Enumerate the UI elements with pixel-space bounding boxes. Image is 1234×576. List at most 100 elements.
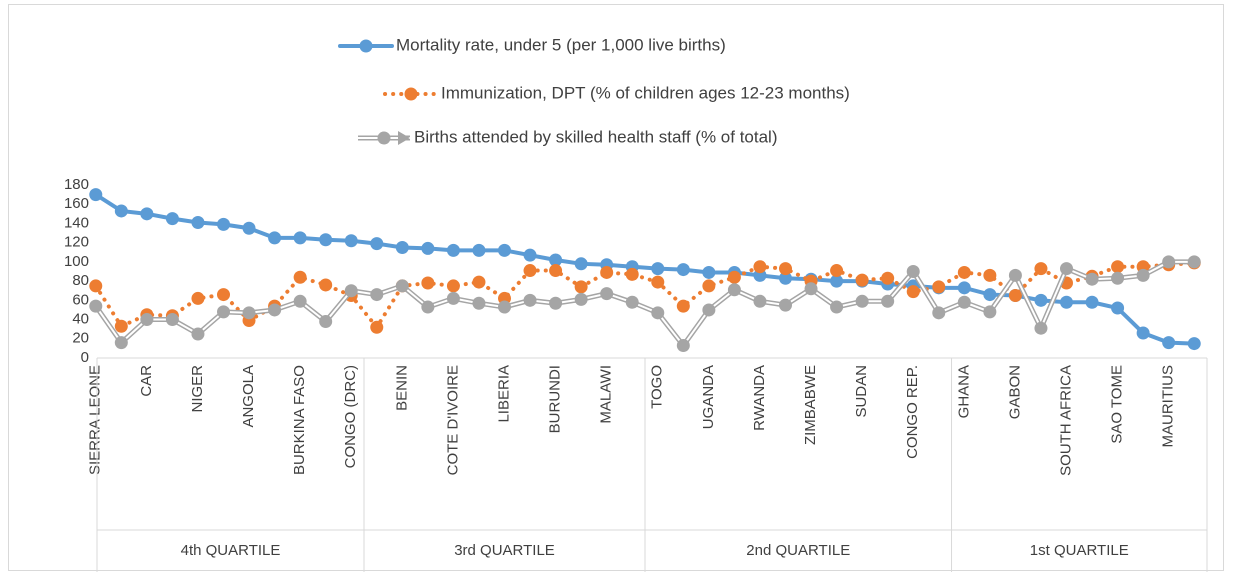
data-point — [625, 267, 639, 281]
data-point — [523, 293, 537, 307]
data-point — [549, 264, 563, 278]
data-point — [881, 294, 895, 308]
data-point — [1034, 262, 1048, 276]
data-point — [114, 319, 128, 333]
data-point — [779, 262, 792, 276]
x-tick-label: UGANDA — [700, 365, 717, 429]
data-point — [1187, 255, 1201, 269]
data-point — [651, 262, 665, 276]
data-point — [1111, 260, 1125, 274]
data-point — [779, 271, 792, 285]
x-tick-label: LIBERIA — [495, 365, 512, 423]
data-point — [600, 265, 614, 279]
legend-arrow — [398, 131, 410, 145]
data-point — [906, 265, 920, 278]
group-label: 4th QUARTILE — [181, 542, 281, 559]
data-point — [140, 313, 154, 327]
x-tick-label: BURKINA FASO — [291, 365, 308, 475]
data-point — [89, 188, 103, 202]
y-tick-label: 60 — [72, 291, 89, 308]
data-point — [983, 288, 997, 302]
data-point — [165, 313, 179, 327]
x-tick-label: SAO TOME — [1109, 365, 1126, 444]
data-point — [1085, 295, 1099, 309]
data-point — [446, 243, 460, 257]
y-tick-label: 140 — [64, 214, 89, 231]
data-point — [1060, 262, 1073, 276]
data-point — [1187, 337, 1201, 351]
data-point — [472, 296, 486, 310]
data-point — [676, 299, 690, 313]
y-tick-label: 160 — [64, 195, 89, 212]
data-point — [702, 303, 716, 317]
data-point — [830, 264, 844, 278]
data-point — [574, 257, 588, 271]
data-point — [498, 243, 511, 257]
data-point — [1060, 295, 1073, 309]
legend-label: Births attended by skilled health staff … — [414, 127, 778, 146]
data-point — [625, 295, 639, 309]
data-point — [727, 283, 741, 297]
data-point — [753, 260, 767, 274]
legend-marker — [359, 39, 373, 53]
data-point — [600, 287, 614, 301]
data-point — [370, 237, 384, 251]
x-tick-label: GHANA — [955, 365, 972, 418]
data-point — [344, 234, 358, 248]
data-point — [727, 270, 741, 284]
data-point — [651, 275, 665, 289]
data-point — [676, 263, 690, 277]
y-tick-label: 40 — [72, 311, 89, 328]
data-point — [549, 296, 563, 310]
data-point — [421, 276, 435, 290]
data-point — [932, 280, 946, 294]
data-point — [370, 288, 384, 302]
data-point — [983, 305, 997, 319]
data-point — [1008, 289, 1022, 303]
x-tick-label: ANGOLA — [240, 365, 257, 428]
data-point — [89, 279, 103, 293]
y-tick-label: 100 — [64, 253, 89, 270]
x-tick-label: MALAWI — [598, 365, 615, 424]
data-point — [319, 233, 333, 247]
data-point — [651, 306, 665, 320]
data-point — [268, 303, 282, 317]
data-point — [446, 291, 460, 305]
data-point — [1136, 268, 1150, 282]
data-point — [191, 215, 205, 229]
x-tick-label: ZIMBABWE — [802, 365, 819, 445]
data-point — [293, 294, 307, 308]
x-tick-label: SOUTH AFRICA — [1057, 365, 1074, 476]
data-point — [140, 207, 154, 221]
data-point — [217, 288, 230, 302]
data-point — [1111, 301, 1125, 315]
data-point — [446, 279, 460, 293]
x-tick-label: CONGO REP. — [904, 365, 921, 459]
data-point — [344, 284, 358, 298]
data-point — [753, 294, 767, 308]
data-point — [1008, 268, 1022, 282]
data-point — [957, 281, 971, 295]
data-point — [549, 253, 563, 267]
data-point — [472, 243, 486, 257]
data-point — [523, 248, 537, 262]
data-point — [932, 306, 946, 320]
x-tick-label: TOGO — [649, 365, 666, 409]
x-tick-label: CONGO (DRC) — [342, 365, 359, 468]
data-point — [395, 279, 409, 293]
data-point — [472, 275, 486, 289]
data-point — [370, 320, 384, 334]
data-point — [855, 273, 869, 287]
data-point — [574, 292, 588, 306]
x-tick-label: GABON — [1006, 365, 1023, 419]
data-point — [1034, 321, 1048, 335]
legend-label: Immunization, DPT (% of children ages 12… — [441, 83, 850, 102]
data-point — [217, 305, 230, 319]
data-point — [702, 279, 716, 293]
data-point — [191, 291, 205, 305]
data-point — [319, 314, 333, 328]
y-tick-label: 180 — [64, 176, 89, 193]
y-tick-label: 0 — [81, 349, 89, 366]
y-tick-label: 80 — [72, 272, 89, 289]
